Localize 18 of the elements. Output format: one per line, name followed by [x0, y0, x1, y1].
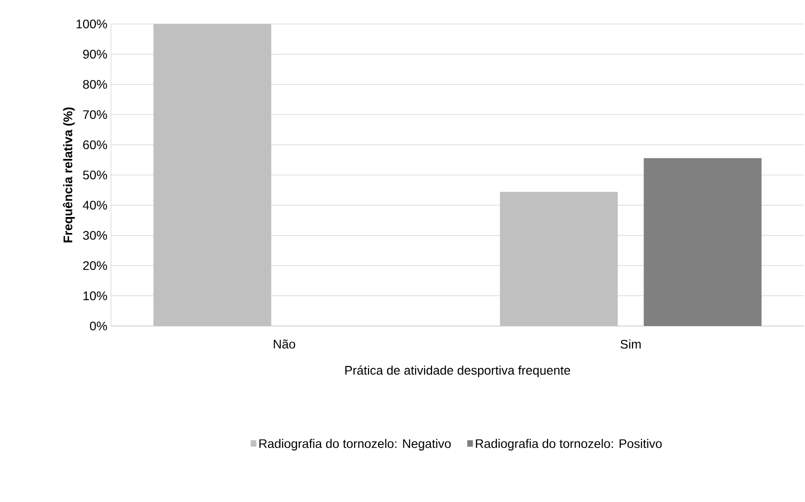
y-tick-label: 50%: [83, 170, 108, 180]
y-tick-label: 20%: [83, 261, 108, 270]
y-tick-label: 90%: [83, 50, 108, 59]
legend-label: Radiografia do tornozelo: Negativo: [259, 438, 451, 451]
y-tick-label: 0%: [90, 322, 108, 330]
y-axis-title: Frequência relativa (%): [62, 107, 75, 242]
legend-label: Radiografia do tornozelo: Positivo: [476, 438, 662, 451]
y-tick-label: 70%: [83, 110, 108, 120]
bar: [644, 158, 762, 326]
y-tick-label: 100%: [76, 20, 108, 28]
y-tick-label: 80%: [83, 80, 108, 89]
y-tick-label: 60%: [83, 140, 108, 150]
x-axis-title: Prática de atividade desportiva frequente: [345, 365, 570, 378]
y-tick-label: 40%: [82, 200, 108, 210]
x-tick-label: Não: [274, 339, 296, 349]
x-tick-label: Sim: [620, 339, 641, 349]
y-tick-label: 10%: [84, 291, 108, 300]
y-tick-label: 30%: [83, 231, 108, 240]
